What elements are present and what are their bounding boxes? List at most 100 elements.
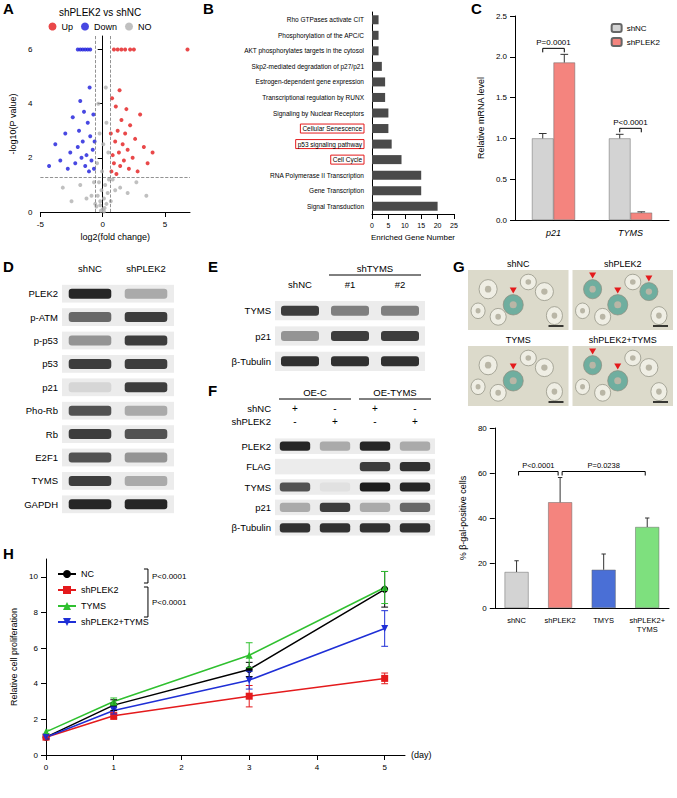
svg-text:Up: Up [61,22,73,32]
svg-text:P<0.0001: P<0.0001 [152,572,187,581]
svg-text:P<0.0001: P<0.0001 [522,461,554,470]
svg-text:20: 20 [434,222,442,229]
svg-text:0.5: 0.5 [496,175,508,184]
svg-text:P<0.0001: P<0.0001 [613,118,648,127]
svg-text:AKT phosphorylates targets in: AKT phosphorylates targets in the cytoso… [244,47,364,55]
svg-text:Cell Cycle: Cell Cycle [333,156,363,164]
svg-text:Estrogen-dependent gene expres: Estrogen-dependent gene expression [256,78,365,86]
svg-text:+: + [332,416,338,427]
svg-text:2.5: 2.5 [496,12,508,21]
svg-text:Cellular Senescence: Cellular Senescence [302,125,362,132]
svg-text:shPLEK2 vs shNC: shPLEK2 vs shNC [59,7,141,18]
svg-text:TYMS: TYMS [618,228,643,238]
svg-text:PLEK2: PLEK2 [28,288,58,299]
svg-text:#1: #1 [345,279,356,290]
svg-text:p53: p53 [42,358,58,369]
svg-text:5: 5 [382,763,387,772]
svg-text:6: 6 [28,45,33,54]
svg-text:shPLEK2+TYMS: shPLEK2+TYMS [81,617,149,627]
svg-text:RNA Polymerase II Transcriptio: RNA Polymerase II Transcription [270,172,364,180]
svg-text:shNC: shNC [247,403,271,414]
svg-text:Down: Down [94,22,117,32]
svg-text:E2F1: E2F1 [35,452,58,463]
svg-text:Signal Transduction: Signal Transduction [307,203,364,211]
svg-text:-: - [413,403,416,414]
svg-text:Transcriptional regulation by: Transcriptional regulation by RUNX [262,94,364,102]
svg-text:20: 20 [478,559,487,568]
svg-text:shNC: shNC [288,279,312,290]
svg-text:-: - [373,416,376,427]
svg-text:shNC: shNC [627,24,647,33]
svg-text:0.0: 0.0 [496,216,508,225]
svg-text:TYMS: TYMS [81,601,106,611]
svg-text:2: 2 [28,153,33,162]
svg-text:-5: -5 [37,220,45,229]
svg-text:shPLEK2+TYMS: shPLEK2+TYMS [589,335,657,345]
svg-text:TYMS: TYMS [32,475,58,486]
svg-text:60: 60 [478,469,487,478]
svg-text:OE-C: OE-C [303,387,327,398]
svg-text:shPLEK2: shPLEK2 [604,259,642,269]
svg-text:10: 10 [29,572,38,581]
svg-text:% β-gal-positive cells: % β-gal-positive cells [458,475,468,560]
svg-text:β-Tubulin: β-Tubulin [232,522,271,533]
svg-text:-: - [293,416,296,427]
svg-text:1.0: 1.0 [496,134,508,143]
svg-text:P=0.0001: P=0.0001 [536,38,571,47]
svg-text:80: 80 [478,424,487,433]
svg-text:Skp2-mediated degradation of p: Skp2-mediated degradation of p27/p21 [252,63,365,71]
svg-text:1: 1 [112,763,117,772]
svg-text:P=0.0238: P=0.0238 [588,461,620,470]
svg-text:4: 4 [34,679,39,688]
svg-text:log2(fold change): log2(fold change) [80,232,150,242]
svg-text:10: 10 [401,222,409,229]
svg-text:2: 2 [34,715,39,724]
svg-text:shNC: shNC [507,616,526,625]
svg-text:shTYMS: shTYMS [357,263,393,274]
svg-text:GAPDH: GAPDH [24,499,58,510]
svg-text:NC: NC [81,569,94,579]
svg-text:-: - [333,403,336,414]
svg-text:0: 0 [44,763,49,772]
svg-text:shPLEK2: shPLEK2 [231,416,271,427]
svg-text:5: 5 [386,222,390,229]
svg-text:shPLEK2+: shPLEK2+ [629,616,665,625]
svg-text:+: + [292,403,298,414]
svg-text:Gene Transcription: Gene Transcription [309,187,364,195]
svg-text:p53 signaling pathway: p53 signaling pathway [298,141,363,149]
svg-text:5: 5 [163,220,168,229]
svg-text:TYMS: TYMS [245,482,271,493]
svg-text:2: 2 [179,763,184,772]
svg-text:1.5: 1.5 [496,93,508,102]
svg-text:TYMS: TYMS [245,305,271,316]
svg-text:+: + [372,403,378,414]
svg-text:0: 0 [482,604,487,613]
svg-text:PLEK2: PLEK2 [241,441,271,452]
svg-text:40: 40 [478,514,487,523]
svg-text:Relative cell proliferation: Relative cell proliferation [9,608,19,706]
svg-text:(day): (day) [411,750,432,760]
svg-text:shPLEK2: shPLEK2 [544,616,575,625]
svg-text:0: 0 [34,751,39,760]
svg-text:shNC: shNC [78,263,102,274]
svg-text:shPLEK2: shPLEK2 [627,38,661,47]
svg-text:Rho GTPases activate CIT: Rho GTPases activate CIT [287,16,364,23]
svg-text:TMYS: TMYS [593,616,614,625]
svg-text:β-Tubulin: β-Tubulin [232,356,271,367]
svg-text:0: 0 [28,208,33,217]
svg-text:Enriched Gene Number: Enriched Gene Number [371,233,455,242]
svg-text:Signaling by Nuclear Receptors: Signaling by Nuclear Receptors [273,110,365,118]
svg-text:p21: p21 [255,502,271,513]
svg-text:NO: NO [138,22,152,32]
svg-text:shPLEK2: shPLEK2 [81,585,119,595]
svg-text:15: 15 [417,222,425,229]
svg-text:Pho-Rb: Pho-Rb [26,405,58,416]
svg-text:2.0: 2.0 [496,52,508,61]
svg-text:4: 4 [315,763,320,772]
svg-text:P<0.0001: P<0.0001 [152,598,187,607]
svg-text:4: 4 [28,99,33,108]
svg-text:3: 3 [247,763,252,772]
svg-text:8: 8 [34,608,39,617]
svg-text:25: 25 [450,222,458,229]
svg-text:0: 0 [370,222,374,229]
